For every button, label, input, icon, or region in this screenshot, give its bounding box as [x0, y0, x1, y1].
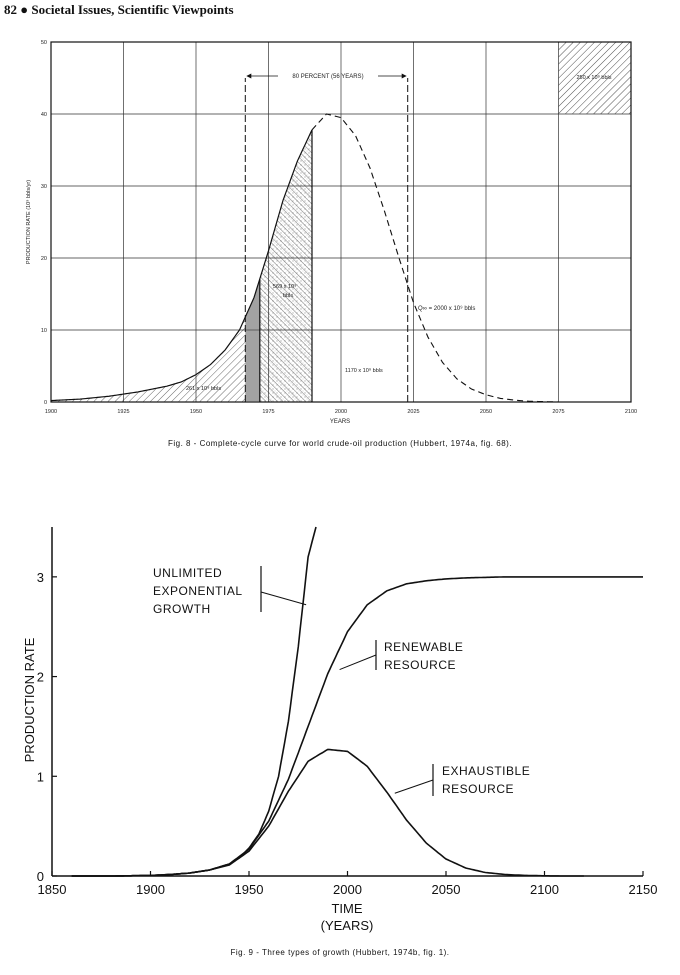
label-exhaustible-2: RESOURCE [442, 782, 514, 796]
label-exhaustible-pointer [394, 779, 434, 794]
label-exhaustible-1: EXHAUSTIBLE [442, 764, 530, 778]
fig9-y-tick: 2 [37, 670, 44, 685]
fig9-x-tick: 1900 [136, 882, 165, 897]
fig8-x-tick: 1900 [45, 409, 57, 415]
fig8-span-arrow-left [246, 73, 252, 79]
fig8-y-tick: 30 [41, 184, 47, 190]
fig8-x-tick: 1950 [190, 409, 202, 415]
fig8-x-tick: 1975 [262, 409, 274, 415]
fig9-ylabel: PRODUCTION RATE [22, 637, 37, 762]
fig8-x-tick: 2025 [407, 409, 419, 415]
fig9-y-tick: 0 [37, 869, 44, 884]
fig9-axes [51, 527, 643, 877]
fig8-area3-label: 1170 x 10⁹ bbls [345, 367, 383, 374]
fig8-corner-box [558, 42, 631, 114]
fig9-x-tick: 2100 [530, 882, 559, 897]
fig8-x-tick: 1925 [117, 409, 129, 415]
fig8-area1-label: 261 x 10⁹ bbls [186, 385, 221, 392]
fig8-x-tick: 2000 [335, 409, 347, 415]
fig9-curve-exhaustible [71, 748, 584, 877]
fig8-y-tick: 0 [44, 400, 47, 406]
fig8-x-tick: 2100 [625, 409, 637, 415]
fig8-y-tick: 50 [41, 40, 47, 46]
fig9-curve-renewable [71, 576, 643, 877]
fig9-y-tick: 1 [37, 769, 44, 784]
fig9-ticks: 1850 1900 1950 2000 2050 2100 2150 0 1 2 3 [37, 570, 658, 897]
fig9-x-tick: 2000 [333, 882, 362, 897]
fig8-percent-label: 80 PERCENT (56 YEARS) [292, 74, 363, 80]
fig8-total-label: Q∞ = 2000 x 10⁹ bbls [418, 305, 475, 312]
label-unlimited-pointer [260, 591, 307, 606]
page-header: 82 ● Societal Issues, Scientific Viewpoi… [4, 2, 234, 17]
fig8-ticks: 1900 1925 1950 1975 2000 2025 2050 2075 21000102… [41, 40, 637, 415]
fig8-corner-label: 250 x 10⁹ bbls [576, 74, 611, 81]
fig8-curve-solid [50, 129, 313, 402]
fig9-x-tick: 1950 [235, 882, 264, 897]
label-unlimited-2: EXPONENTIAL [153, 584, 243, 598]
fig8-curve-dashed [311, 113, 559, 403]
label-renewable-1: RENEWABLE [384, 640, 463, 654]
fig8-caption: Fig. 8 - Complete-cycle curve for world … [167, 439, 513, 448]
fig8-area2-label-top: 569 x 10⁹ [273, 283, 296, 290]
label-renewable-pointer [339, 654, 377, 671]
fig8-y-tick: 10 [41, 328, 47, 334]
fig8-span-arrow-right [401, 73, 407, 79]
fig8-curve [50, 73, 559, 403]
fig8-area2-label-bottom: bbls [283, 293, 293, 299]
label-unlimited-1: UNLIMITED [153, 566, 222, 580]
label-renewable-2: RESOURCE [384, 658, 456, 672]
fig8-frame [50, 41, 632, 403]
fig8-x-tick: 2075 [552, 409, 564, 415]
fig8-y-tick: 40 [41, 112, 47, 118]
fig8-ylabel: PRODUCTION RATE (10⁹ bbls/yr) [25, 180, 32, 264]
fig9-caption: Fig. 9 - Three types of growth (Hubbert,… [230, 948, 450, 957]
fig8-x-tick: 2050 [480, 409, 492, 415]
fig8-area-2-dots [259, 129, 312, 402]
fig8-xlabel: YEARS [330, 419, 350, 425]
fig9-xlabel-line2: (YEARS) [321, 918, 374, 933]
fig9-x-tick: 1850 [38, 882, 67, 897]
fig9-curves [71, 526, 643, 877]
fig9-x-tick: 2050 [432, 882, 461, 897]
fig9-x-tick: 2150 [629, 882, 658, 897]
fig8-chart: 1900 1925 1950 1975 2000 2025 2050 2075 21000102… [25, 40, 637, 425]
fig8-area-1 [51, 317, 246, 402]
fig9-y-tick: 3 [37, 570, 44, 585]
fig9-series-labels: UNLIMITED EXPONENTIAL GROWTH RENEWABLE R… [22, 566, 530, 933]
fig8-y-tick: 20 [41, 256, 47, 262]
fig8-annotations: 80 PERCENT (56 YEARS) 261 x 10⁹ bbls 569… [25, 74, 612, 425]
label-unlimited-3: GROWTH [153, 602, 211, 616]
fig9-xlabel-line1: TIME [331, 901, 362, 916]
